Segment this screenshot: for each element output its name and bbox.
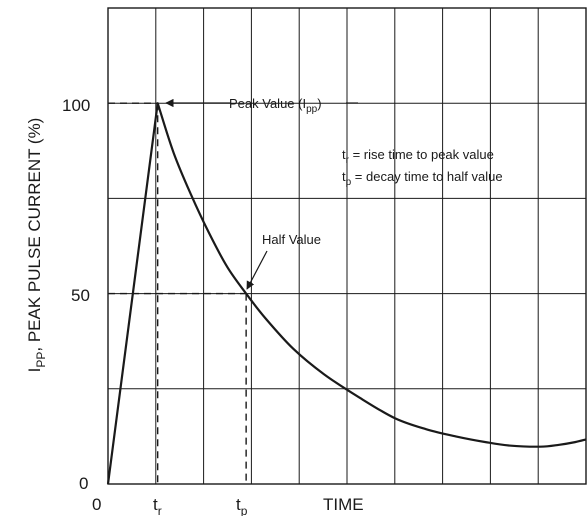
x-axis-label: TIME — [323, 495, 364, 514]
plot-frame — [107, 7, 587, 485]
waveform-line — [106, 102, 587, 485]
half-value-arrow — [246, 250, 268, 290]
x-tick-label-0: 0 — [92, 495, 101, 514]
y-tick-label-0: 0 — [79, 474, 88, 493]
y-tick-label-50: 50 — [71, 286, 90, 305]
peak-value-annotation: Peak Value (Ipp) — [229, 96, 322, 115]
reference-lines — [108, 102, 247, 484]
y-axis-label: IPP, PEAK PULSE CURRENT (%) — [25, 118, 48, 373]
grid — [108, 8, 586, 484]
legend-decay-time: tp = decay time to half value — [342, 169, 503, 188]
waveform-curve-layer — [106, 102, 587, 485]
x-tick-label-tp: tp — [236, 495, 248, 516]
y-tick-label-100: 100 — [62, 96, 90, 115]
half-value-annotation: Half Value — [262, 232, 321, 247]
x-tick-label-tr: tr — [153, 495, 162, 516]
legend-rise-time: tr = rise time to peak value — [342, 147, 494, 166]
